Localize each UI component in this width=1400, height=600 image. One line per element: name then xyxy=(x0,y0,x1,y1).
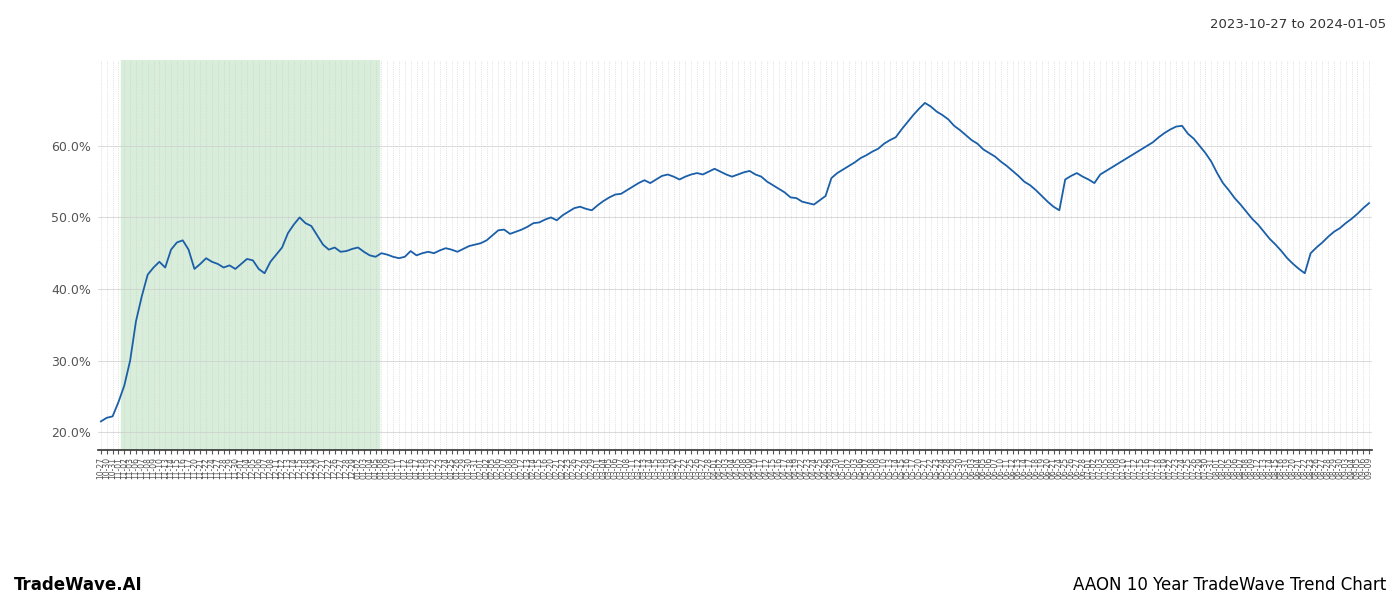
Text: TradeWave.AI: TradeWave.AI xyxy=(14,576,143,594)
Bar xyxy=(122,60,378,450)
Text: 2023-10-27 to 2024-01-05: 2023-10-27 to 2024-01-05 xyxy=(1210,18,1386,31)
Text: AAON 10 Year TradeWave Trend Chart: AAON 10 Year TradeWave Trend Chart xyxy=(1072,576,1386,594)
